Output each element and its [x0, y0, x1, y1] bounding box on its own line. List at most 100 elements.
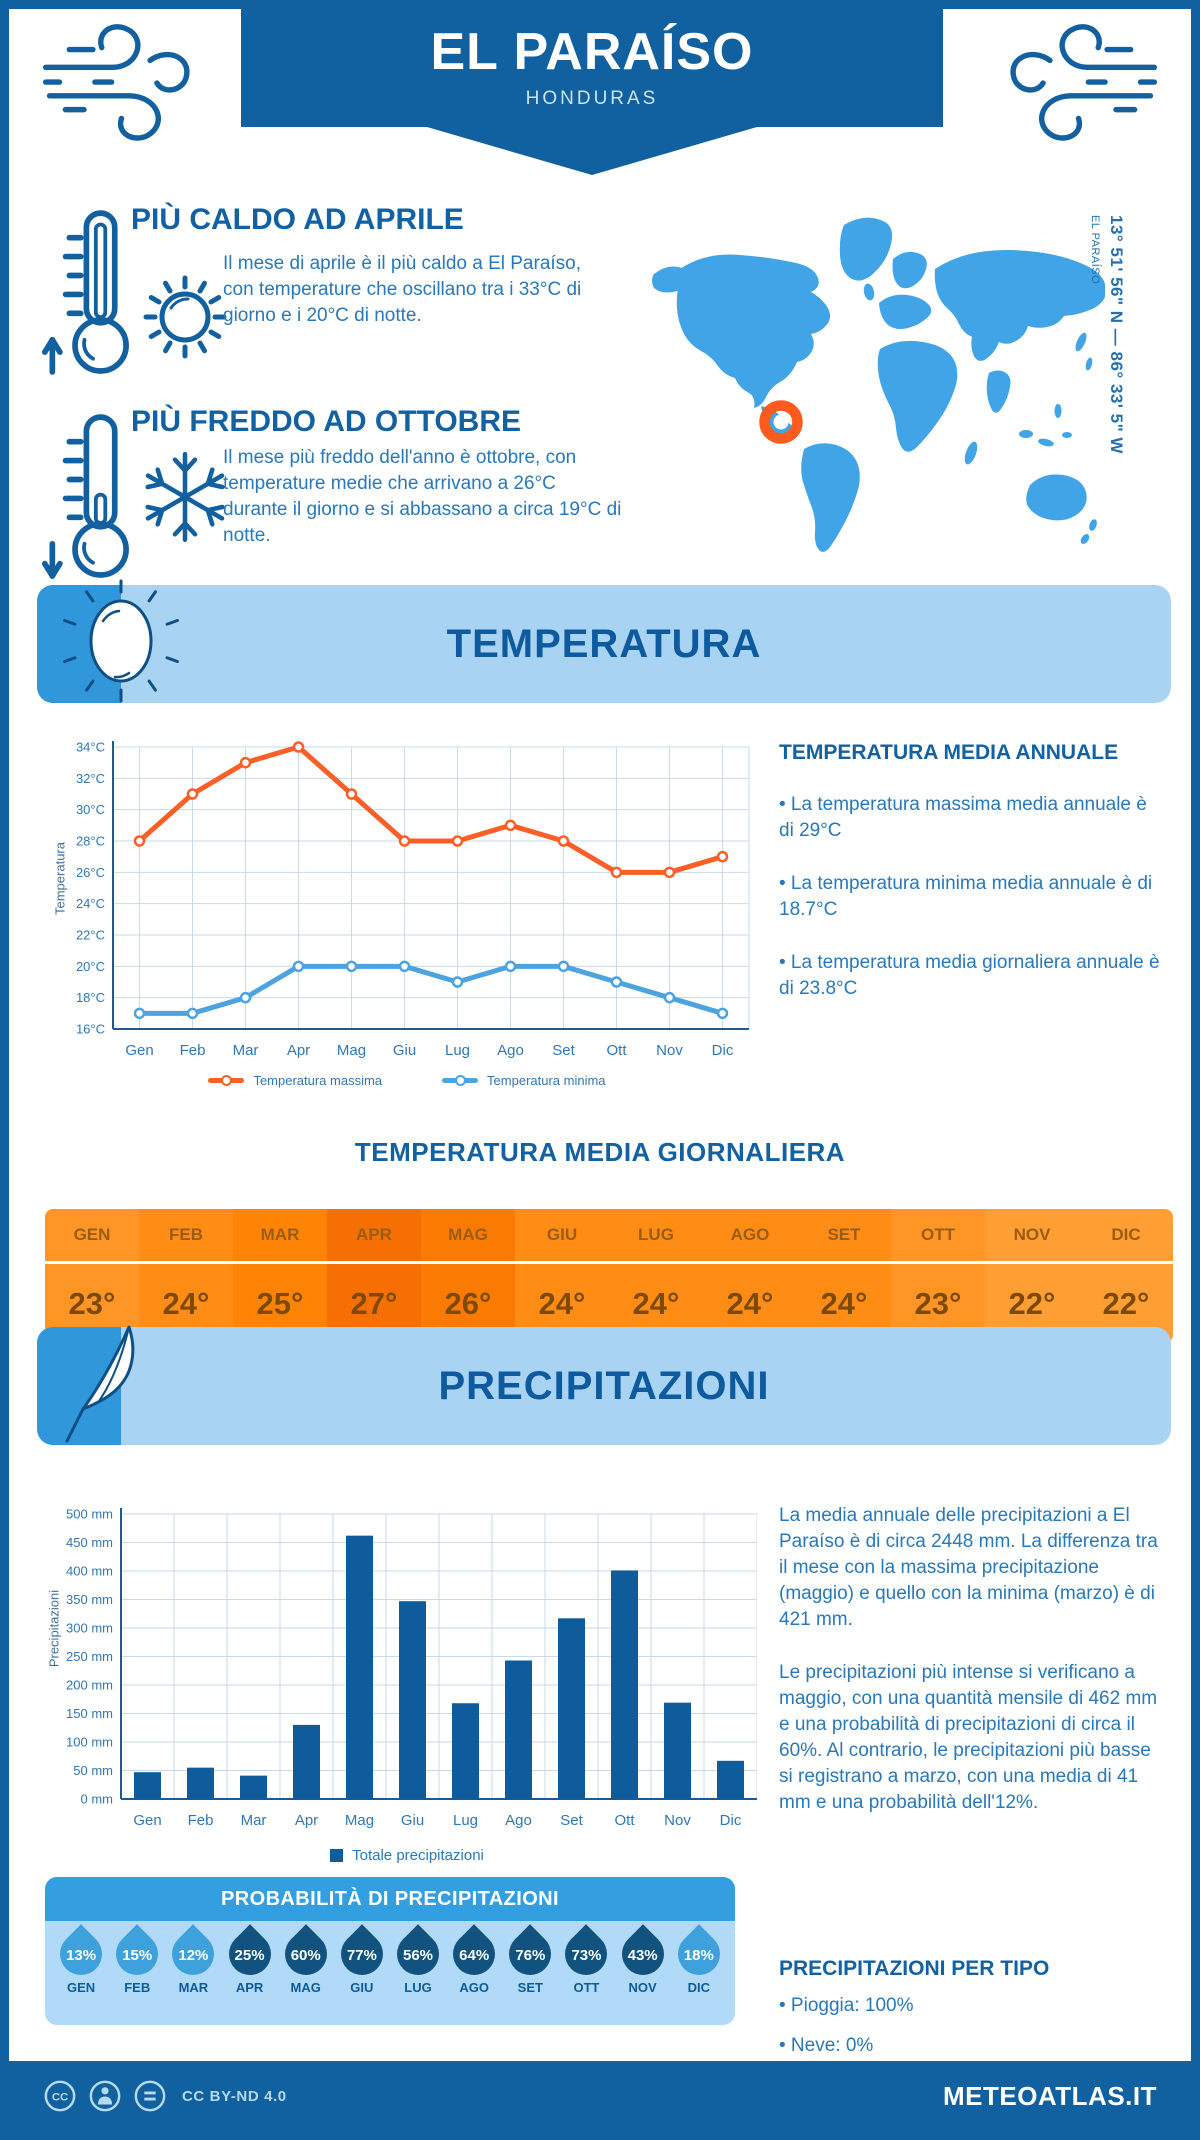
raindrop-icon: 25%	[219, 1924, 280, 1984]
daily-mean-month: SET	[797, 1209, 891, 1264]
probability-month: GEN	[66, 1980, 96, 1995]
svg-text:Set: Set	[552, 1042, 575, 1059]
raindrop-icon: 43%	[612, 1924, 673, 1984]
daily-mean-cell: MAR 25°	[233, 1209, 327, 1343]
probability-value: 25%	[234, 1947, 265, 1964]
precipitation-paragraph-2: Le precipitazioni più intense si verific…	[779, 1662, 1158, 1813]
umbrella-icon	[65, 1325, 135, 1443]
sun-icon	[143, 275, 227, 359]
svg-text:400 mm: 400 mm	[66, 1564, 113, 1579]
svg-text:Giu: Giu	[393, 1042, 416, 1059]
precipitation-chart-ylabel: Precipitazioni	[46, 1589, 62, 1668]
annual-max-bullet: • La temperatura massima media annuale è…	[779, 794, 1147, 841]
svg-text:22°C: 22°C	[76, 928, 105, 943]
daily-mean-cell: LUG 24°	[609, 1209, 703, 1343]
svg-text:Mag: Mag	[345, 1812, 374, 1829]
daily-mean-value: 24°	[820, 1285, 868, 1321]
svg-text:Apr: Apr	[287, 1042, 310, 1059]
hot-month-title: PIÙ CALDO AD APRILE	[131, 203, 464, 236]
daily-mean-month: APR	[327, 1209, 421, 1264]
probability-drop-cell: 43% NOV	[612, 1924, 673, 1995]
probability-month: AGO	[459, 1980, 489, 1995]
daily-mean-cell: NOV 22°	[985, 1209, 1079, 1343]
daily-mean-month: LUG	[609, 1209, 703, 1264]
precipitation-type-title: PRECIPITAZIONI PER TIPO	[779, 1957, 1050, 1980]
probability-value: 60%	[290, 1947, 321, 1964]
probability-drop-cell: 77% GIU	[332, 1924, 392, 1995]
probability-drop-cell: 18% DIC	[669, 1924, 729, 1995]
raindrop-icon: 15%	[107, 1924, 167, 1984]
raindrop-icon: 13%	[51, 1924, 111, 1984]
svg-text:16°C: 16°C	[76, 1022, 105, 1037]
probability-drop-cell: 56% LUG	[388, 1924, 448, 1995]
daily-mean-cell: MAG 26°	[421, 1209, 515, 1343]
svg-text:30°C: 30°C	[76, 802, 105, 817]
daily-mean-value: 24°	[538, 1285, 586, 1321]
svg-text:450 mm: 450 mm	[66, 1535, 113, 1550]
probability-drop-cell: 13% GEN	[51, 1924, 111, 1995]
probability-drop-cell: 64% AGO	[444, 1924, 504, 1995]
daily-mean-value: 22°	[1102, 1285, 1150, 1321]
precipitation-probability-title: PROBABILITÀ DI PRECIPITAZIONI	[45, 1877, 735, 1921]
temperature-section-title: TEMPERATURA	[446, 621, 762, 666]
precipitation-summary: La media annuale delle precipitazioni a …	[779, 1503, 1163, 1843]
probability-drops-row: 13% GEN 15% FEB 12% MAR 25% APR 60% MAG 77% GIU 56% L…	[45, 1921, 735, 1995]
svg-text:300 mm: 300 mm	[66, 1621, 113, 1636]
svg-text:Apr: Apr	[295, 1812, 318, 1829]
probability-drop-cell: 15% FEB	[107, 1924, 167, 1995]
svg-text:Lug: Lug	[453, 1812, 478, 1829]
snow-bullet: • Neve: 0%	[779, 2035, 874, 2056]
precipitation-bar-chart: 0 mm 50 mm 100 mm 150 mm 200 mm 250 mm 300 mm 3…	[66, 1507, 757, 1829]
probability-month: SET	[517, 1980, 543, 1995]
daily-mean-cell: FEB 24°	[139, 1209, 233, 1343]
annual-min-bullet: • La temperatura minima media annuale è …	[779, 873, 1153, 920]
daily-mean-cell: GEN 23°	[45, 1209, 139, 1343]
svg-text:Ago: Ago	[505, 1812, 532, 1829]
rain-bullet: • Pioggia: 100%	[779, 1995, 914, 2016]
svg-text:Feb: Feb	[188, 1812, 214, 1829]
daily-mean-value: 23°	[68, 1285, 116, 1321]
precipitation-paragraph-1: La media annuale delle precipitazioni a …	[779, 1505, 1158, 1630]
svg-text:Giu: Giu	[401, 1812, 424, 1829]
svg-text:Mar: Mar	[233, 1042, 259, 1059]
svg-text:32°C: 32°C	[76, 771, 105, 786]
svg-text:200 mm: 200 mm	[66, 1678, 113, 1693]
daily-mean-month: MAR	[233, 1209, 327, 1264]
probability-month: GIU	[350, 1980, 374, 1995]
raindrop-icon: 12%	[163, 1924, 224, 1984]
probability-value: 15%	[122, 1947, 153, 1964]
svg-text:34°C: 34°C	[76, 740, 105, 755]
probability-month: LUG	[404, 1980, 432, 1995]
probability-value: 56%	[403, 1947, 434, 1964]
probability-drop-cell: 60% MAG	[276, 1924, 336, 1995]
legend-item: Totale precipitazioni	[330, 1847, 484, 1864]
cc-icon: CC	[44, 2080, 76, 2112]
probability-month: DIC	[687, 1980, 710, 1995]
snowflake-icon	[145, 452, 225, 542]
precipitation-section-title: PRECIPITAZIONI	[438, 1363, 770, 1408]
probability-month: OTT	[573, 1980, 600, 1995]
svg-text:Ago: Ago	[497, 1042, 524, 1059]
wind-swirl-icon	[42, 24, 190, 141]
thermometer-down-icon	[41, 414, 129, 579]
temperature-chart-legend: Temperatura massima Temperatura minima	[57, 1073, 757, 1088]
svg-text:Gen: Gen	[125, 1042, 153, 1059]
sun-banner-icon	[63, 579, 179, 703]
wind-swirl-icon	[1010, 24, 1158, 141]
daily-mean-value: 22°	[1008, 1285, 1056, 1321]
daily-mean-month: GEN	[45, 1209, 139, 1264]
precipitation-section-banner: PRECIPITAZIONI	[37, 1325, 1171, 1445]
daily-mean-cell: AGO 24°	[703, 1209, 797, 1343]
daily-mean-cell: DIC 22°	[1079, 1209, 1173, 1343]
svg-text:26°C: 26°C	[76, 865, 105, 880]
raindrop-icon: 60%	[276, 1924, 336, 1984]
daily-mean-value: 23°	[914, 1285, 962, 1321]
daily-mean-value: 26°	[444, 1285, 492, 1321]
daily-mean-month: DIC	[1079, 1209, 1173, 1264]
temperature-section-banner: TEMPERATURA	[37, 579, 1171, 703]
raindrop-icon: 64%	[444, 1924, 504, 1984]
cold-month-text: Il mese più freddo dell'anno è ottobre, …	[223, 447, 622, 546]
daily-mean-value: 24°	[162, 1285, 210, 1321]
svg-text:Ott: Ott	[614, 1812, 635, 1829]
svg-text:Dic: Dic	[720, 1812, 742, 1829]
